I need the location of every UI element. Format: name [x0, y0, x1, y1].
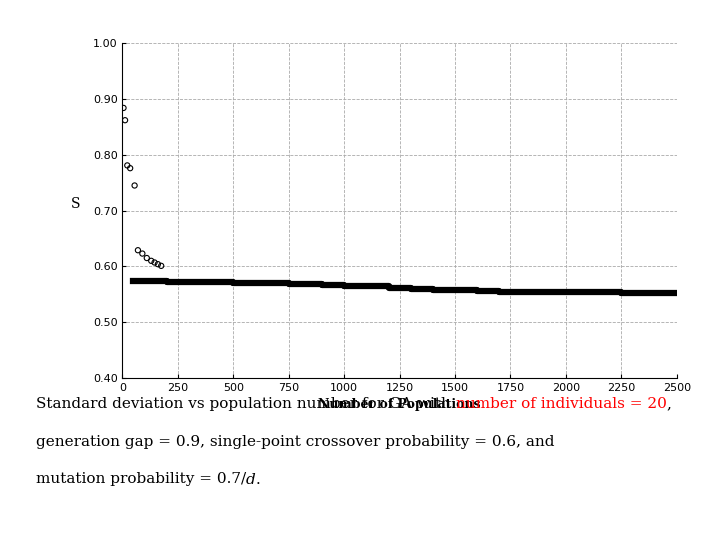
Point — [149, 258, 161, 267]
Point — [118, 104, 130, 112]
Point — [141, 254, 153, 262]
Text: mutation probability = 0.7/: mutation probability = 0.7/ — [36, 472, 246, 487]
Point — [137, 249, 148, 258]
Point — [145, 256, 157, 265]
Text: number of individuals = 20: number of individuals = 20 — [456, 397, 667, 411]
Text: .: . — [256, 472, 261, 487]
X-axis label: Number of Populations: Number of Populations — [318, 399, 481, 411]
Point — [125, 164, 136, 172]
Point — [132, 246, 144, 254]
Point — [152, 260, 163, 268]
Point — [122, 161, 133, 170]
Point — [156, 261, 167, 270]
Point — [120, 116, 131, 125]
Text: d: d — [246, 472, 256, 487]
Text: Standard deviation vs population number for GA with: Standard deviation vs population number … — [36, 397, 456, 411]
Text: ,: , — [667, 397, 672, 411]
Point — [129, 181, 140, 190]
Text: generation gap = 0.9, single-point crossover probability = 0.6, and: generation gap = 0.9, single-point cross… — [36, 435, 554, 449]
Y-axis label: S: S — [71, 197, 81, 211]
